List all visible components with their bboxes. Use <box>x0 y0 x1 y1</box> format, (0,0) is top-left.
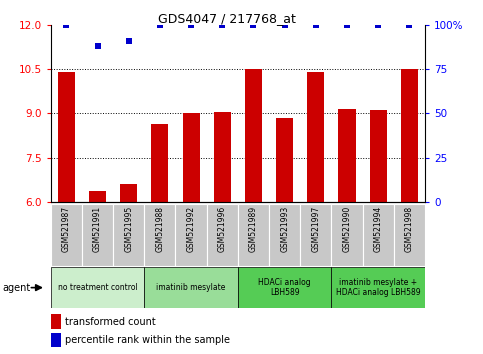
Text: no treatment control: no treatment control <box>57 283 137 292</box>
Point <box>406 22 413 28</box>
Text: imatinib mesylate +
HDACi analog LBH589: imatinib mesylate + HDACi analog LBH589 <box>336 278 421 297</box>
Bar <box>300 204 331 266</box>
Bar <box>207 204 238 266</box>
Text: GSM521988: GSM521988 <box>156 206 164 252</box>
Bar <box>331 204 363 266</box>
Point <box>62 22 70 28</box>
Bar <box>51 314 61 329</box>
Point <box>343 22 351 28</box>
Bar <box>89 192 106 202</box>
Bar <box>113 204 144 266</box>
Bar <box>183 113 199 202</box>
Bar <box>51 332 61 347</box>
Point <box>281 22 288 28</box>
Text: GSM521992: GSM521992 <box>186 206 196 252</box>
Bar <box>269 204 300 266</box>
Text: GSM521990: GSM521990 <box>342 206 352 252</box>
Point <box>156 22 164 28</box>
Text: GSM521993: GSM521993 <box>280 206 289 252</box>
Point <box>218 22 226 28</box>
Bar <box>369 110 387 202</box>
Point <box>94 43 101 49</box>
Bar <box>276 118 293 202</box>
Text: GSM521998: GSM521998 <box>405 206 414 252</box>
Bar <box>245 69 262 202</box>
Bar <box>82 204 113 266</box>
Bar <box>363 204 394 266</box>
Bar <box>175 204 207 266</box>
Point <box>125 38 132 44</box>
Text: percentile rank within the sample: percentile rank within the sample <box>65 335 230 345</box>
Text: GSM521994: GSM521994 <box>374 206 383 252</box>
Bar <box>58 72 75 202</box>
Bar <box>238 267 331 308</box>
Text: GSM521996: GSM521996 <box>218 206 227 252</box>
Text: GDS4047 / 217768_at: GDS4047 / 217768_at <box>158 12 296 25</box>
Bar <box>238 204 269 266</box>
Bar <box>307 72 325 202</box>
Bar <box>213 112 231 202</box>
Bar <box>144 204 175 266</box>
Text: GSM521995: GSM521995 <box>124 206 133 252</box>
Text: GSM521989: GSM521989 <box>249 206 258 252</box>
Text: agent: agent <box>2 282 30 293</box>
Bar <box>394 204 425 266</box>
Bar <box>151 124 169 202</box>
Bar <box>331 267 425 308</box>
Text: HDACi analog
LBH589: HDACi analog LBH589 <box>258 278 311 297</box>
Bar <box>51 204 82 266</box>
Bar <box>51 267 144 308</box>
Text: GSM521991: GSM521991 <box>93 206 102 252</box>
Point <box>312 22 320 28</box>
Point <box>187 22 195 28</box>
Bar <box>339 109 355 202</box>
Text: GSM521987: GSM521987 <box>62 206 71 252</box>
Text: imatinib mesylate: imatinib mesylate <box>156 283 226 292</box>
Point <box>250 22 257 28</box>
Text: transformed count: transformed count <box>65 316 156 327</box>
Text: GSM521997: GSM521997 <box>312 206 320 252</box>
Point <box>374 22 382 28</box>
Bar <box>401 69 418 202</box>
Bar <box>120 184 137 202</box>
Bar <box>144 267 238 308</box>
